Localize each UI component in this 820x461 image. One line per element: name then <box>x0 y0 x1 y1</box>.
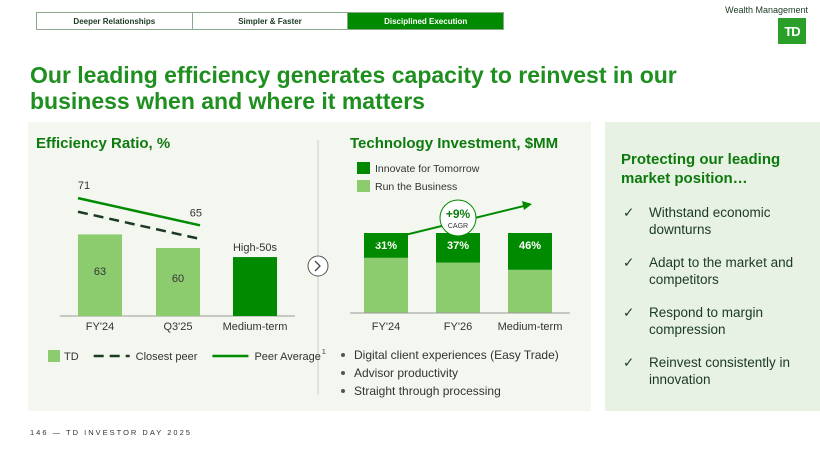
bullet-text: Straight through processing <box>354 384 501 398</box>
tab: Simpler & Faster <box>193 13 349 29</box>
x-tick-label: Q3'25 <box>163 321 192 333</box>
check-icon: ✓ <box>623 305 635 320</box>
sidebar: Protecting our leading market position… … <box>605 122 820 411</box>
check-item: ✓ Respond to margin compression <box>623 304 808 338</box>
data-label: 46% <box>519 240 541 252</box>
cagr-badge <box>439 199 477 237</box>
legend-label: Peer Average <box>254 351 320 363</box>
check-item: ✓ Withstand economic downturns <box>623 204 808 238</box>
check-text: Withstand economic downturns <box>649 205 771 237</box>
line <box>77 210 201 241</box>
check-icon: ✓ <box>623 255 635 270</box>
cagr-label: CAGR <box>448 223 468 230</box>
legend-swatch <box>357 180 370 192</box>
legend-label: Run the Business <box>375 181 457 193</box>
chart-title: Efficiency Ratio, % <box>36 135 170 152</box>
check-text: Respond to margin compression <box>649 305 764 337</box>
sidebar-list: ✓ Withstand economic downturns ✓ Adapt to t… <box>605 204 820 388</box>
legend-label: TD <box>64 351 79 363</box>
check-text: Reinvest consistently in innovation <box>649 355 791 387</box>
check-item: ✓ Reinvest consistently in innovation <box>623 354 808 388</box>
legend-label: Innovate for Tomorrow <box>375 163 480 175</box>
bar <box>78 234 122 316</box>
chevron <box>314 260 321 272</box>
check-icon: ✓ <box>623 205 635 220</box>
bar-segment <box>508 269 552 313</box>
bar-segment <box>436 262 480 313</box>
bullet-text: Advisor productivity <box>354 366 458 380</box>
line-label: 71 <box>78 180 90 192</box>
bullet-dot <box>341 371 345 375</box>
x-tick-label: FY'26 <box>444 321 472 333</box>
line <box>77 196 201 227</box>
data-label: 63 <box>94 266 106 278</box>
chart-title: Technology Investment, $MM <box>350 135 558 152</box>
sidebar-heading: Protecting our leading market position… <box>621 151 781 187</box>
check-text: Adapt to the market and competitors <box>649 255 794 287</box>
line-label: 65 <box>190 207 202 219</box>
footnote-mark: 1 <box>322 349 326 356</box>
bar-segment <box>364 233 408 258</box>
x-tick-label: Medium-term <box>498 321 563 333</box>
bullet-text: Digital client experiences (Easy Trade) <box>354 348 559 362</box>
arrow-head <box>522 201 532 210</box>
data-label: 37% <box>447 240 469 252</box>
x-tick-label: FY'24 <box>86 321 114 333</box>
x-tick-label: FY'24 <box>372 321 400 333</box>
tab: Disciplined Execution <box>348 13 504 29</box>
check-icon: ✓ <box>623 355 635 370</box>
x-tick-label: Medium-term <box>223 321 288 333</box>
charts: Efficiency Ratio, % FY'24 Q3'25 Medium-term… <box>36 135 570 398</box>
bar-segment <box>364 257 408 313</box>
division: Wealth Management <box>725 5 808 15</box>
cagr-value: +9% <box>446 207 471 221</box>
data-label: 31% <box>375 240 397 252</box>
legend-label: Closest peer <box>136 351 198 363</box>
footer: 146 — TD INVESTOR DAY 2025 <box>30 428 192 437</box>
bar-segment <box>508 233 552 270</box>
bullet-dot <box>341 353 345 357</box>
title: Our leading efficiency generates capacit… <box>30 62 677 114</box>
data-label: 60 <box>172 273 184 285</box>
legend-swatch <box>357 162 370 174</box>
tab: Deeper Relationships <box>37 13 193 29</box>
chevron-circle <box>307 255 329 277</box>
legend-swatch <box>48 350 60 362</box>
bullet-dot <box>341 389 345 393</box>
data-label: High-50s <box>233 242 278 254</box>
bar <box>156 248 200 316</box>
check-item: ✓ Adapt to the market and competitors <box>623 254 808 288</box>
logo: TD <box>778 18 806 44</box>
tab-bar: Deeper Relationships Simpler & Faster Disc… <box>36 12 504 30</box>
bar-segment <box>436 233 480 263</box>
bar <box>233 257 277 316</box>
